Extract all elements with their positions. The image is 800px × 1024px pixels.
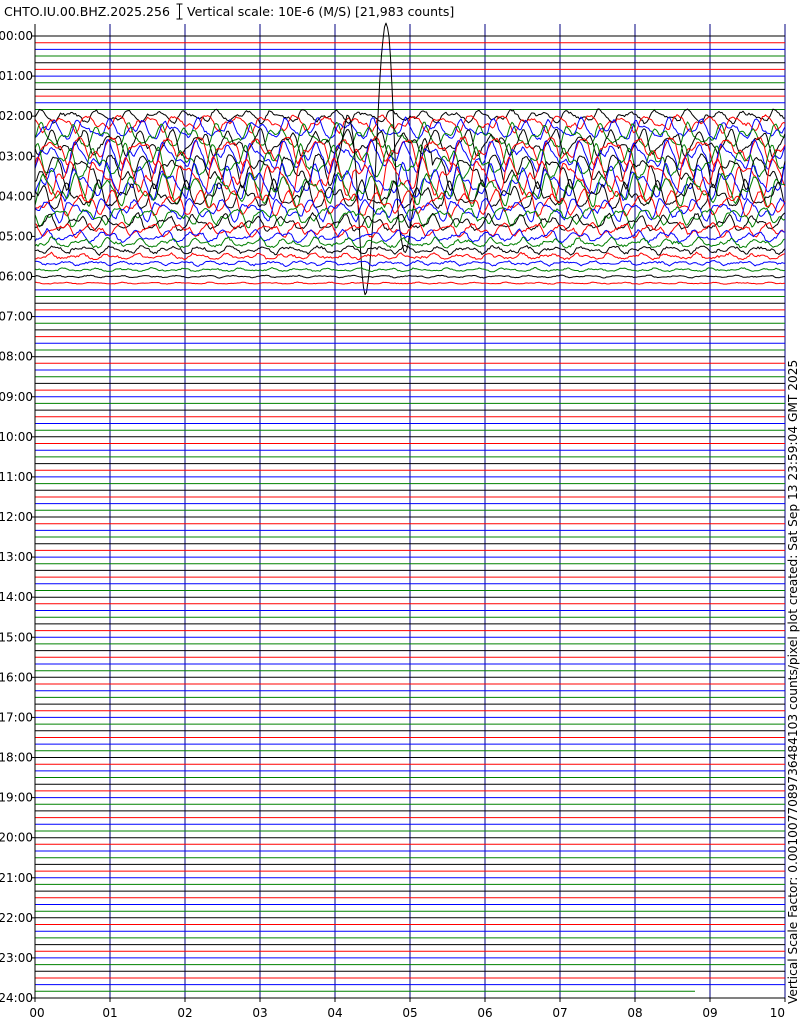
trace-line	[34, 116, 786, 140]
minute-tick-label: 09	[702, 1006, 717, 1020]
minute-tick-label: 00	[29, 1006, 44, 1020]
hour-tick-label: 11:00	[0, 470, 33, 484]
hour-tick-label: 02:00	[0, 109, 33, 123]
hour-tick-label: 05:00	[0, 229, 33, 243]
plot-header: CHTO.IU.00.BHZ.2025.256 Vertical scale: …	[0, 0, 780, 24]
trace-line	[34, 281, 786, 285]
hour-tick-label: 14:00	[0, 590, 33, 604]
hour-tick-label: 12:00	[0, 510, 33, 524]
hour-tick-label: 17:00	[0, 710, 33, 724]
trace-line	[34, 212, 786, 232]
hour-tick-label: 01:00	[0, 69, 33, 83]
hour-tick-label: 04:00	[0, 189, 33, 203]
minute-tick-label: 02	[177, 1006, 192, 1020]
trace-line	[34, 251, 786, 261]
trace-line	[34, 114, 786, 134]
hour-tick-label: 16:00	[0, 670, 33, 684]
hour-tick-label: 19:00	[0, 791, 33, 805]
minute-tick-label: 05	[402, 1006, 417, 1020]
trace-line	[34, 155, 786, 200]
time-grid	[34, 24, 786, 998]
hour-tick-label: 21:00	[0, 871, 33, 885]
minute-tick-label: 07	[552, 1006, 567, 1020]
hour-tick-label: 18:00	[0, 751, 33, 765]
hour-tick-label: 20:00	[0, 831, 33, 845]
minute-tick-label: 08	[627, 1006, 642, 1020]
minute-tick-label: 03	[252, 1006, 267, 1020]
hour-tick-label: 24:00	[0, 991, 33, 1005]
trace-line	[34, 108, 786, 125]
trace-line	[34, 244, 786, 256]
trace-line	[34, 138, 786, 175]
trace-line	[34, 228, 786, 244]
trace-line	[34, 142, 786, 179]
hour-tick-label: 10:00	[0, 430, 33, 444]
trace-line	[34, 260, 786, 267]
trace-line	[34, 221, 786, 239]
trace-lines	[34, 22, 786, 992]
trace-line	[34, 178, 786, 210]
minute-tick-label: 04	[327, 1006, 342, 1020]
minute-tick-label: 10	[770, 1006, 785, 1020]
hour-tick-label: 15:00	[0, 630, 33, 644]
hour-tick-label: 22:00	[0, 911, 33, 925]
minute-tick-label: 06	[477, 1006, 492, 1020]
vertical-scale-bar-icon	[176, 3, 183, 20]
trace-line	[34, 206, 786, 230]
hour-tick-label: 08:00	[0, 350, 33, 364]
vertical-scale-label: Vertical scale: 10E-6 (M/S) [21,983 coun…	[187, 4, 455, 19]
trace-line	[34, 121, 786, 148]
trace-line	[34, 236, 786, 249]
hour-tick-label: 23:00	[0, 951, 33, 965]
scale-factor-note: Vertical Scale Factor: 0.001007708973648…	[786, 359, 800, 1004]
trace-line	[34, 197, 786, 224]
hour-tick-label: 09:00	[0, 390, 33, 404]
minute-tick-label: 01	[102, 1006, 117, 1020]
hour-tick-label: 06:00	[0, 270, 33, 284]
hour-tick-label: 00:00	[0, 29, 33, 43]
hour-tick-label: 13:00	[0, 550, 33, 564]
axes: 00:00 01:00 02:00 03:00 04:00 05:00 06:00 07:00…	[0, 24, 786, 1020]
hour-tick-label: 07:00	[0, 310, 33, 324]
trace-line	[34, 188, 786, 219]
trace-line	[34, 267, 786, 273]
station-label: CHTO.IU.00.BHZ.2025.256	[4, 4, 170, 19]
hour-tick-label: 03:00	[0, 149, 33, 163]
trace-line	[34, 274, 786, 279]
